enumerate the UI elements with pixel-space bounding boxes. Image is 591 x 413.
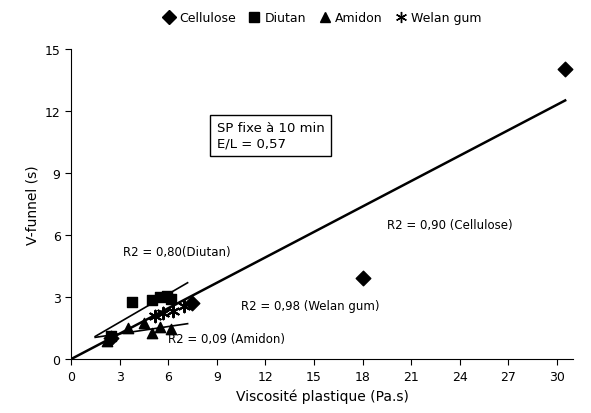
Point (102, 337, 111, 344)
Point (158, 310, 168, 316)
Point (107, 335, 116, 342)
Point (168, 307, 178, 314)
Point (147, 297, 157, 304)
Point (162, 293, 171, 300)
Text: SP fixe à 10 min
E/L = 0,57: SP fixe à 10 min E/L = 0,57 (217, 122, 324, 150)
Point (180, 303, 189, 310)
Y-axis label: V-funnel (s): V-funnel (s) (25, 165, 39, 244)
Point (123, 325, 132, 332)
Text: R2 = 0,98 (Welan gum): R2 = 0,98 (Welan gum) (241, 299, 379, 312)
Point (167, 296, 176, 303)
Text: R2 = 0,90 (Cellulose): R2 = 0,90 (Cellulose) (387, 218, 512, 232)
Legend: Cellulose, Diutan, Amidon, Welan gum: Cellulose, Diutan, Amidon, Welan gum (163, 12, 482, 25)
Point (188, 300, 197, 307)
Text: R2 = 0,09 (Amidon): R2 = 0,09 (Amidon) (168, 332, 285, 345)
Point (128, 299, 137, 306)
Text: R2 = 0,80(Diutan): R2 = 0,80(Diutan) (123, 245, 230, 259)
Point (358, 275, 368, 282)
Point (167, 326, 176, 333)
Point (147, 330, 157, 337)
Point (151, 313, 160, 319)
Point (155, 294, 165, 301)
X-axis label: Viscosité plastique (Pa.s): Viscosité plastique (Pa.s) (236, 388, 408, 403)
Point (107, 333, 116, 340)
Point (139, 320, 148, 326)
Point (155, 324, 165, 330)
Point (560, 67, 570, 74)
